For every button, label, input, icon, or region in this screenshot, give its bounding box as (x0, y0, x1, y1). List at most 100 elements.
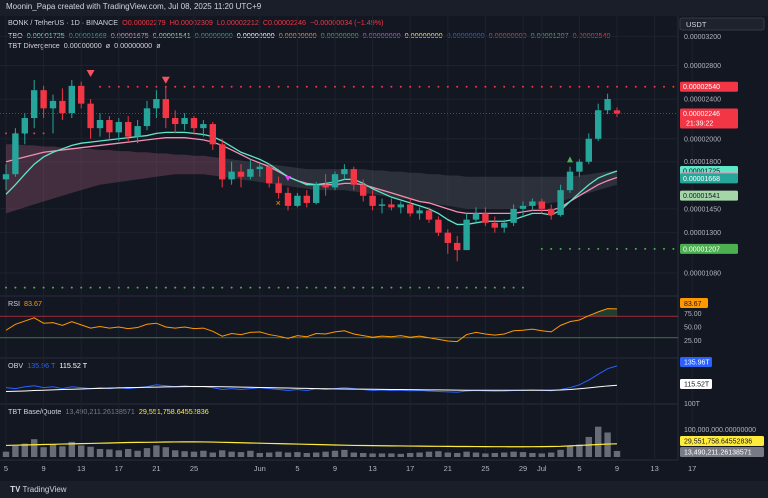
resistance-dots-dot-70 (663, 85, 665, 88)
obv-tick: 100T (684, 401, 701, 408)
base-bar-58 (548, 452, 555, 457)
base-badge-0: 29,551,758.64552836 (684, 439, 752, 446)
price-tick-5: 0.00001450 (684, 206, 721, 213)
base-bar-59 (557, 449, 564, 457)
price-tick-4: 0.00001800 (684, 159, 721, 166)
base-bar-56 (529, 452, 536, 457)
price-tick-1: 0.00002800 (684, 63, 721, 70)
base-bar-42 (397, 453, 404, 457)
resistance-dots-dot-44 (418, 85, 421, 88)
resistance-dots-dot-20 (193, 85, 195, 88)
base-bar-20 (190, 451, 198, 457)
resistance-dots-dot-13 (127, 85, 130, 88)
obv-ma-line (5, 384, 618, 392)
price-badge-box-4 (680, 173, 738, 184)
lower-dots-dot-7 (70, 286, 73, 289)
price-badge-2: 0.00001725 (683, 169, 720, 176)
candle-29 (275, 183, 282, 193)
legend-tbo-item-3: 0.00001675 (110, 31, 149, 40)
legend-tbo-item-13: 0.00001207 (530, 31, 569, 40)
base-bar-35 (331, 450, 339, 457)
candle-61 (576, 161, 583, 172)
candle-59 (557, 190, 564, 215)
base-bar-45 (425, 451, 433, 457)
rsi-tick-2: 25.00 (684, 338, 702, 345)
support-dots-dot-68 (644, 247, 647, 250)
candle-63 (595, 110, 602, 139)
resistance-dots-dot-60 (569, 85, 571, 88)
base-line (5, 441, 618, 448)
base-bar-0 (2, 451, 10, 457)
lower-dots-dot-37 (352, 286, 355, 289)
resistance-dots-dot-36 (343, 85, 346, 88)
candle-44 (416, 210, 423, 214)
time-label-18: 17 (688, 464, 696, 473)
base-bar-36 (341, 449, 348, 457)
price-badge-4: 0.00001668 (683, 176, 720, 183)
lower-dots-dot-53 (503, 286, 506, 289)
candle-39 (369, 195, 376, 206)
candle-47 (444, 232, 451, 243)
price-badge-box-1 (680, 108, 738, 129)
time-label-16: 9 (615, 464, 619, 473)
legend-tbo-item-8: 0.00000000 (320, 31, 359, 40)
lower-dots-dot-11 (108, 286, 111, 289)
base-bar-57 (538, 453, 545, 457)
support-dots-dot-66 (625, 247, 628, 250)
base-bar-22 (209, 452, 216, 457)
legend-obv-item-0: OBV (8, 361, 24, 370)
lower-dots-dot-34 (324, 286, 327, 289)
base-bar-48 (454, 452, 461, 457)
base-bar-39 (369, 453, 376, 457)
base-bar-49 (463, 451, 470, 457)
candle-52 (491, 222, 498, 228)
resistance-dots-dot-12 (117, 85, 120, 88)
lower-dots-dot-17 (164, 286, 167, 289)
base-bar-29 (275, 451, 282, 457)
support-dots-dot-62 (587, 247, 590, 250)
lower-dots-dot-38 (362, 286, 365, 289)
lower-dots-dot-32 (305, 286, 308, 289)
base-bar-31 (294, 452, 301, 457)
candle-36 (341, 169, 348, 175)
base-bar-28 (266, 452, 273, 457)
price-tick-7: 0.00001080 (684, 271, 721, 278)
base-bar-61 (576, 444, 583, 457)
price-badge-box-0 (680, 81, 738, 92)
lower-dots-dot-31 (296, 286, 299, 289)
legend-tbo-item-6: 0.00000000 (236, 31, 275, 40)
time-label-7: 5 (295, 464, 299, 473)
resistance-dots-dot-23 (221, 85, 224, 88)
time-label-2: 13 (77, 464, 85, 473)
resistance-dots-dot-26 (249, 85, 252, 88)
resistance-dots-dot-71 (672, 85, 675, 88)
lower-dots-dot-15 (146, 286, 148, 289)
support-dots-dot-58 (550, 247, 553, 250)
support-dots-dot-64 (606, 247, 609, 250)
lower-dots-dot-30 (287, 286, 289, 289)
time-label-15: 5 (577, 464, 581, 473)
base-bar-23 (219, 450, 226, 457)
rsi-tick-1: 50.00 (684, 325, 702, 332)
base-bar-9 (87, 446, 94, 457)
candle-21 (200, 124, 207, 129)
legend-base-quote: TBT Base/Quote 13,490,211.26138571 29,551,… (8, 407, 213, 416)
time-label-10: 17 (406, 464, 414, 473)
legend-main-item-3: L0.00002212 (216, 18, 259, 27)
candle-57 (538, 201, 545, 209)
header-bar: Moonin_Papa created with TradingView.com… (0, 0, 768, 16)
candle-65 (613, 110, 621, 114)
base-badge-box-0 (680, 436, 764, 446)
lower-dots-dot-2 (23, 286, 26, 289)
lower-dots-dot-26 (249, 286, 252, 289)
resistance-dots (99, 85, 694, 88)
resistance-dots-dot-62 (587, 85, 590, 88)
lower-dots-dot-20 (193, 286, 195, 289)
resistance-dots-dot-65 (616, 85, 618, 88)
base-bar-13 (125, 448, 132, 457)
support-dots-dot-70 (663, 247, 665, 250)
legend-div-item-3: 0.00000000 (114, 41, 153, 50)
lower-dots-dot-54 (512, 286, 515, 289)
base-bar-25 (237, 452, 245, 457)
